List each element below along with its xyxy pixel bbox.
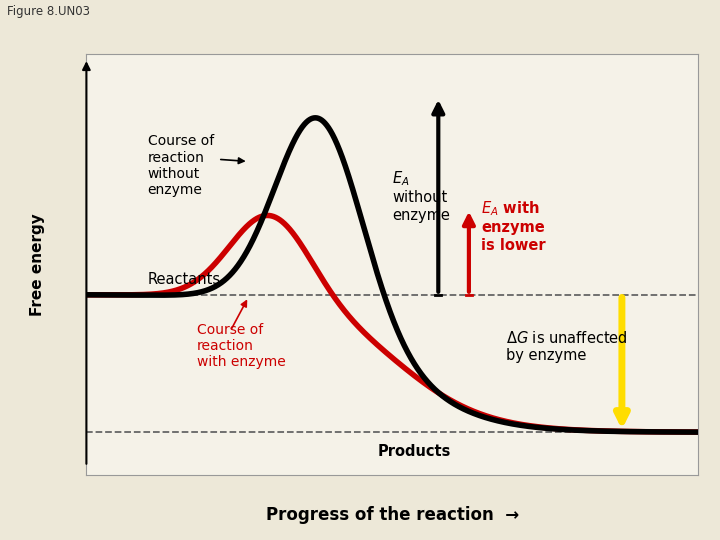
Text: Course of
reaction
without
enzyme: Course of reaction without enzyme bbox=[148, 134, 214, 197]
Text: $E_A$
without
enzyme: $E_A$ without enzyme bbox=[392, 169, 450, 222]
Text: Products: Products bbox=[377, 444, 451, 459]
Text: Free energy: Free energy bbox=[30, 213, 45, 316]
Text: Progress of the reaction  →: Progress of the reaction → bbox=[266, 506, 519, 524]
Text: Course of
reaction
with enzyme: Course of reaction with enzyme bbox=[197, 323, 285, 369]
Text: Δ$G$ is unaffected
by enzyme: Δ$G$ is unaffected by enzyme bbox=[505, 329, 627, 363]
Text: Reactants: Reactants bbox=[148, 272, 221, 287]
Text: Figure 8.UN03: Figure 8.UN03 bbox=[7, 5, 90, 18]
Text: $E_A$ with
enzyme
is lower: $E_A$ with enzyme is lower bbox=[481, 199, 546, 253]
